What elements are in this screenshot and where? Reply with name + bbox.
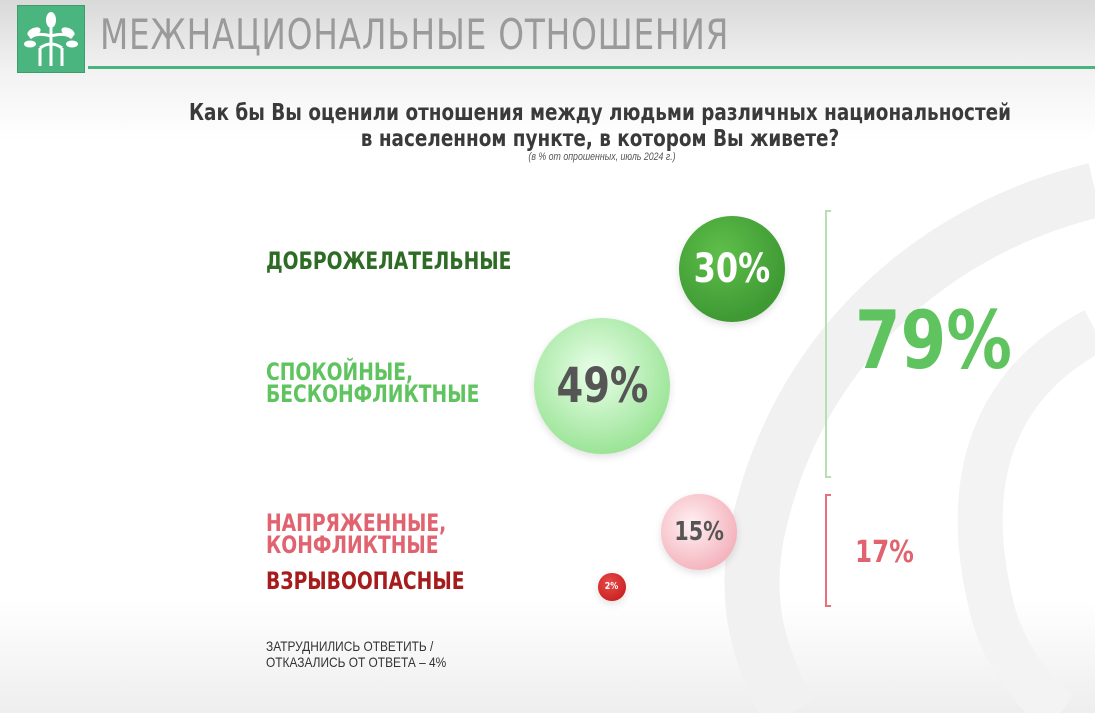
chart-subtitle: (в % от опрошенных, июль 2024 г.) [528, 151, 676, 163]
note-line1: ЗАТРУДНИЛИСЬ ОТВЕТИТЬ / [266, 638, 434, 654]
value-bubble-2: 15% [661, 494, 737, 570]
header-divider [88, 66, 1095, 69]
category-label-line: БЕСКОНФЛИКТНЫЕ [266, 380, 480, 408]
category-label-line: ВЗРЫВООПАСНЫЕ [266, 567, 465, 595]
chart-title-line1: Как бы Вы оценили отношения между людьми… [189, 100, 1011, 126]
positive-group-total: 79% [855, 294, 1013, 387]
page-title: МЕЖНАЦИОНАЛЬНЫЕ ОТНОШЕНИЯ [100, 10, 730, 59]
header: МЕЖНАЦИОНАЛЬНЫЕ ОТНОШЕНИЯ [0, 0, 1095, 73]
category-label-line: ДОБРОЖЕЛАТЕЛЬНЫЕ [266, 247, 512, 275]
tree-logo-icon [17, 5, 85, 73]
bubble-value-label: 2% [605, 581, 619, 593]
category-label-0: ДОБРОЖЕЛАТЕЛЬНЫЕ [266, 247, 512, 275]
category-label-3: ВЗРЫВООПАСНЫЕ [266, 567, 465, 595]
note-line2: ОТКАЗАЛИСЬ ОТ ОТВЕТА – 4% [266, 654, 447, 670]
chart-title-line2: в населенном пункте, в котором Вы живете… [360, 126, 840, 152]
category-label-line: СПОКОЙНЫЕ, [266, 358, 414, 386]
category-label-line: НАПРЯЖЕННЫЕ, [266, 509, 447, 537]
negative-group-bracket [825, 494, 833, 607]
value-bubble-3: 2% [598, 573, 626, 601]
category-label-1: СПОКОЙНЫЕ, БЕСКОНФЛИКТНЫЕ [266, 358, 480, 408]
value-bubble-1: 49% [534, 318, 670, 454]
bubble-value-label: 49% [556, 358, 648, 414]
positive-group-bracket [825, 210, 833, 478]
no-answer-note: ЗАТРУДНИЛИСЬ ОТВЕТИТЬ / ОТКАЗАЛИСЬ ОТ ОТ… [266, 638, 446, 670]
negative-group-total: 17% [855, 535, 914, 570]
value-bubble-0: 30% [678, 215, 786, 323]
bubble-value-label: 15% [674, 516, 724, 547]
category-label-line: КОНФЛИКТНЫЕ [266, 531, 439, 559]
bubble-value-label: 30% [693, 245, 771, 292]
category-label-2: НАПРЯЖЕННЫЕ, КОНФЛИКТНЫЕ [266, 509, 447, 559]
